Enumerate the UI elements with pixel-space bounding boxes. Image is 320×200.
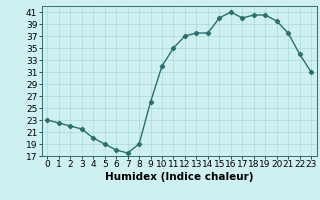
X-axis label: Humidex (Indice chaleur): Humidex (Indice chaleur) [105, 172, 253, 182]
